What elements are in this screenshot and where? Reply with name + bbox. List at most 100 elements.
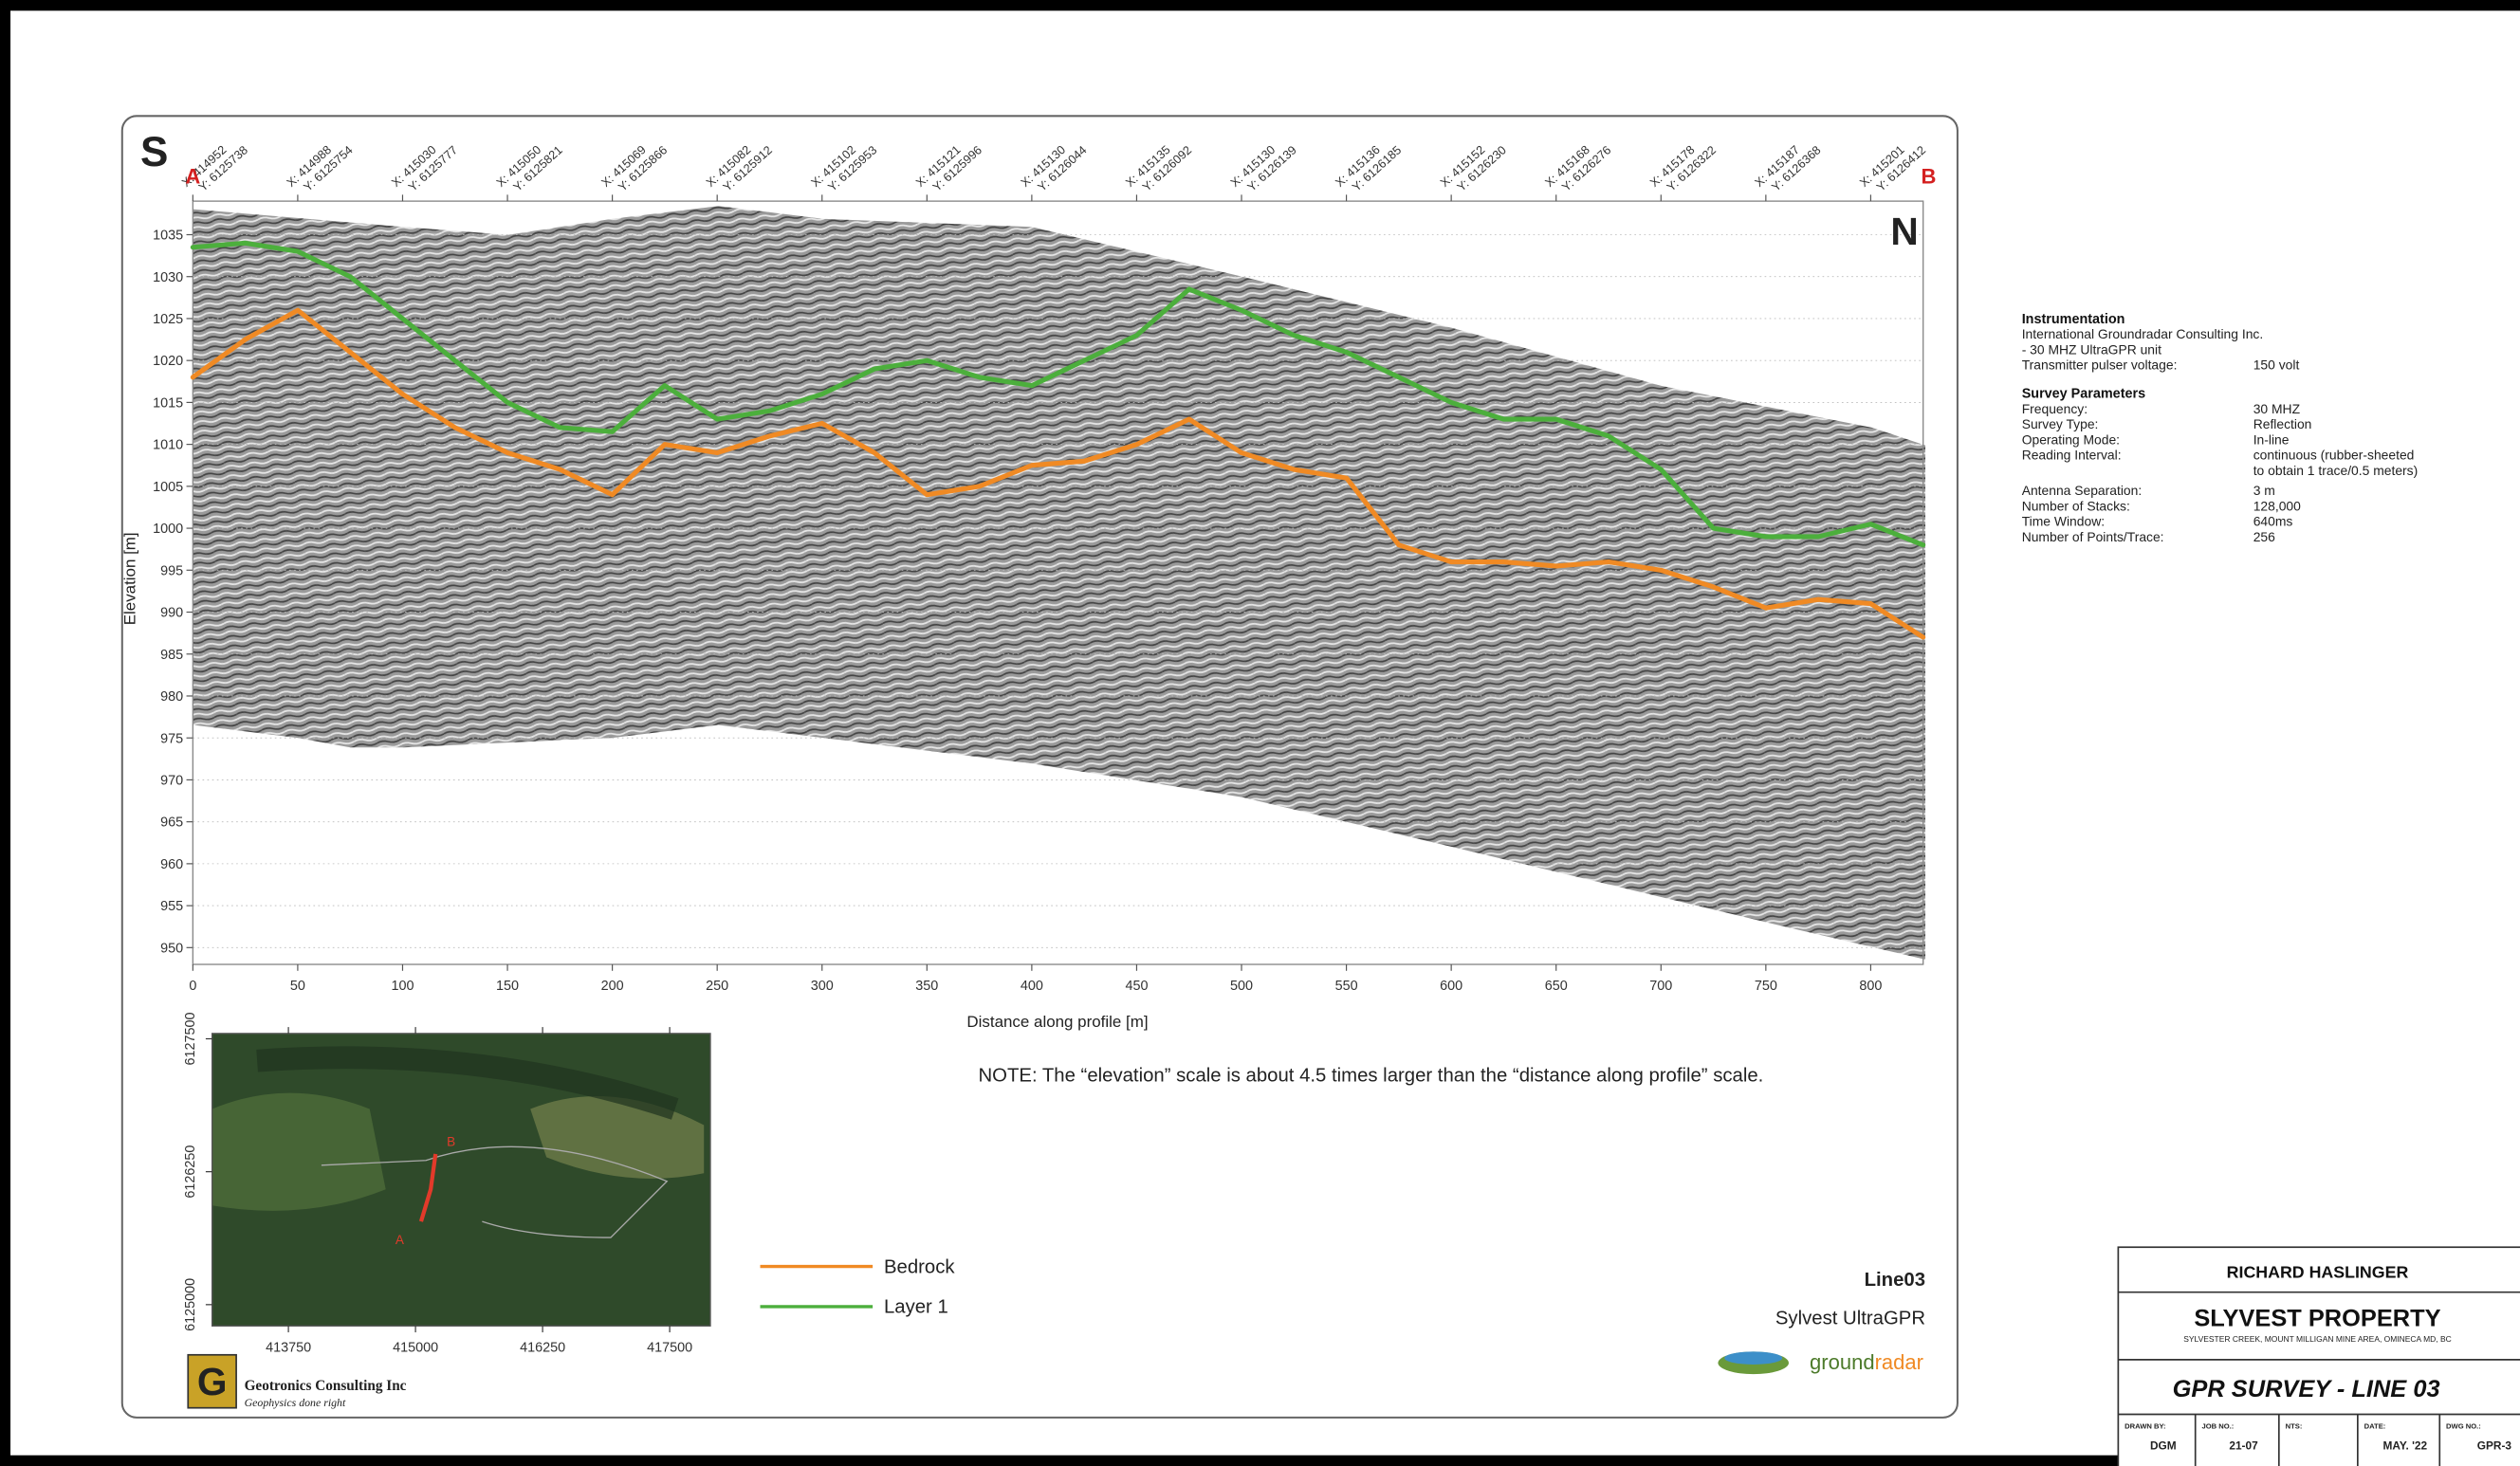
x-tick-label: 650 — [1545, 979, 1568, 994]
y-tick-label: 985 — [160, 648, 183, 663]
inset-x-label: 415000 — [393, 1340, 438, 1355]
x-tick-label: 250 — [706, 979, 728, 994]
x-tick-label: 600 — [1440, 979, 1462, 994]
x-tick-label: 750 — [1755, 979, 1777, 994]
product: Sylvest UltraGPR — [1775, 1309, 1925, 1329]
map-profile-line — [418, 1153, 438, 1222]
y-tick-label: 960 — [160, 857, 183, 872]
legend: Bedrock Layer 1 — [760, 1256, 955, 1318]
info-label: Time Window: — [2022, 514, 2105, 529]
x-tick-label: 50 — [290, 979, 305, 994]
y-tick-label: 965 — [160, 815, 183, 831]
info-value: 30 MHZ — [2253, 401, 2301, 416]
x-tick-label: 300 — [811, 979, 834, 994]
data-line — [190, 240, 1926, 548]
info-label: Number of Stacks: — [2022, 498, 2130, 513]
info-value: Reflection — [2253, 416, 2312, 431]
map-area — [212, 1092, 386, 1211]
cell-label: DRAWN BY: — [2125, 1422, 2165, 1431]
logo-text: groundradar — [1810, 1350, 1923, 1374]
info-label: Antenna Separation: — [2022, 483, 2143, 498]
info-heading: Survey Parameters — [2022, 387, 2145, 402]
y-tick-label: 1010 — [153, 438, 183, 453]
info-line: - 30 MHZ UltraGPR unit — [2022, 341, 2161, 357]
info-value: 640ms — [2253, 514, 2293, 529]
client: RICHARD HASLINGER — [2227, 1262, 2409, 1281]
info-value: to obtain 1 trace/0.5 meters) — [2253, 463, 2419, 478]
map-label: A — [395, 1233, 405, 1247]
y-tick-label: 1005 — [153, 480, 183, 495]
x-tick-label: 550 — [1335, 979, 1358, 994]
map-road — [321, 1145, 669, 1238]
survey: GPR SURVEY - LINE 03 — [2173, 1376, 2440, 1402]
x-tick-label: 200 — [601, 979, 624, 994]
map-area — [530, 1095, 705, 1179]
line-name: Line03 — [1865, 1270, 1925, 1291]
note: NOTE: The “elevation” scale is about 4.5… — [978, 1066, 1763, 1087]
inset-y-label: 6126250 — [183, 1145, 198, 1199]
title-block: RICHARD HASLINGER SLYVEST PROPERTY SYLVE… — [2117, 1246, 2520, 1466]
info-value: continuous (rubber-sheeted — [2253, 448, 2415, 463]
inset-y-label: 6125000 — [183, 1278, 198, 1331]
company-logo — [187, 1353, 237, 1409]
logo-part: ground — [1810, 1350, 1875, 1374]
y-tick-label: 1035 — [153, 229, 183, 244]
y-tick-label: 950 — [160, 941, 183, 956]
company-logo-letter: G — [197, 1360, 228, 1403]
logo-icon — [1724, 1351, 1783, 1365]
radargram — [193, 206, 1926, 960]
info-value: 128,000 — [2253, 498, 2301, 513]
legend-label: Bedrock — [884, 1256, 955, 1277]
end-label: N — [1890, 210, 1918, 253]
x-tick-label: 450 — [1125, 979, 1148, 994]
cell-value: 21-07 — [2229, 1439, 2258, 1453]
inset-x-label: 416250 — [520, 1340, 565, 1355]
info-line: International Groundradar Consulting Inc… — [2022, 326, 2264, 341]
x-tick-label: 350 — [915, 979, 938, 994]
x-tick-label: 150 — [496, 979, 519, 994]
info-value: 150 volt — [2253, 357, 2300, 373]
title-block-frame — [2117, 1246, 2520, 1466]
x-tick-label: 100 — [391, 979, 414, 994]
info-label: Number of Points/Trace: — [2022, 529, 2164, 544]
y-tick-label: 1000 — [153, 522, 183, 537]
x-tick-label: 800 — [1859, 979, 1882, 994]
logo: groundradar — [1718, 1350, 1923, 1375]
main-frame — [120, 115, 1959, 1419]
legend-label: Layer 1 — [884, 1297, 948, 1318]
inset-map: A B — [212, 1033, 710, 1327]
y-tick-label: 970 — [160, 774, 183, 789]
y-tick-label: 990 — [160, 606, 183, 621]
logo-part: radar — [1875, 1350, 1923, 1374]
inset-axes: 413750 415000 416250 417500 6125000 6126250 61… — [183, 1012, 711, 1355]
title-block-cells: DRAWN BY: DGM JOB NO.: 21-07 NTS: DATE: MAY. '… — [2125, 1414, 2511, 1466]
y-tick-label: 1030 — [153, 270, 183, 285]
info-label: Operating Mode: — [2022, 431, 2120, 447]
info-value: 256 — [2253, 529, 2275, 544]
property: SLYVEST PROPERTY — [2194, 1305, 2440, 1331]
info-heading: Instrumentation — [2022, 312, 2125, 327]
data-line — [190, 307, 1926, 640]
company: G Geotronics Consulting Inc Geophysics d… — [187, 1353, 407, 1409]
cell-label: DATE: — [2364, 1422, 2386, 1431]
info-label: Reading Interval: — [2022, 448, 2122, 463]
info-label: Survey Type: — [2022, 416, 2099, 431]
inset-y-label: 6127500 — [183, 1012, 198, 1065]
location: SYLVESTER CREEK, MOUNT MILLIGAN MINE ARE… — [2183, 1334, 2452, 1344]
company-tagline: Geophysics done right — [245, 1396, 346, 1409]
y-tick-label: 1015 — [153, 395, 183, 411]
info-label: Transmitter pulser voltage: — [2022, 357, 2178, 373]
plot-frame — [192, 200, 1924, 965]
x-tick-label: 0 — [189, 979, 196, 994]
y-axis-label: Elevation [m] — [120, 532, 138, 625]
y-tick-label: 995 — [160, 563, 183, 578]
cell-value: MAY. '22 — [2383, 1439, 2428, 1453]
x-tick-label: 700 — [1649, 979, 1672, 994]
x-tick-label: 400 — [1021, 979, 1043, 994]
inset-x-label: 417500 — [647, 1340, 692, 1355]
inset-x-label: 413750 — [266, 1340, 311, 1355]
y-tick-label: 980 — [160, 689, 183, 705]
cell-label: JOB NO.: — [2201, 1422, 2234, 1431]
